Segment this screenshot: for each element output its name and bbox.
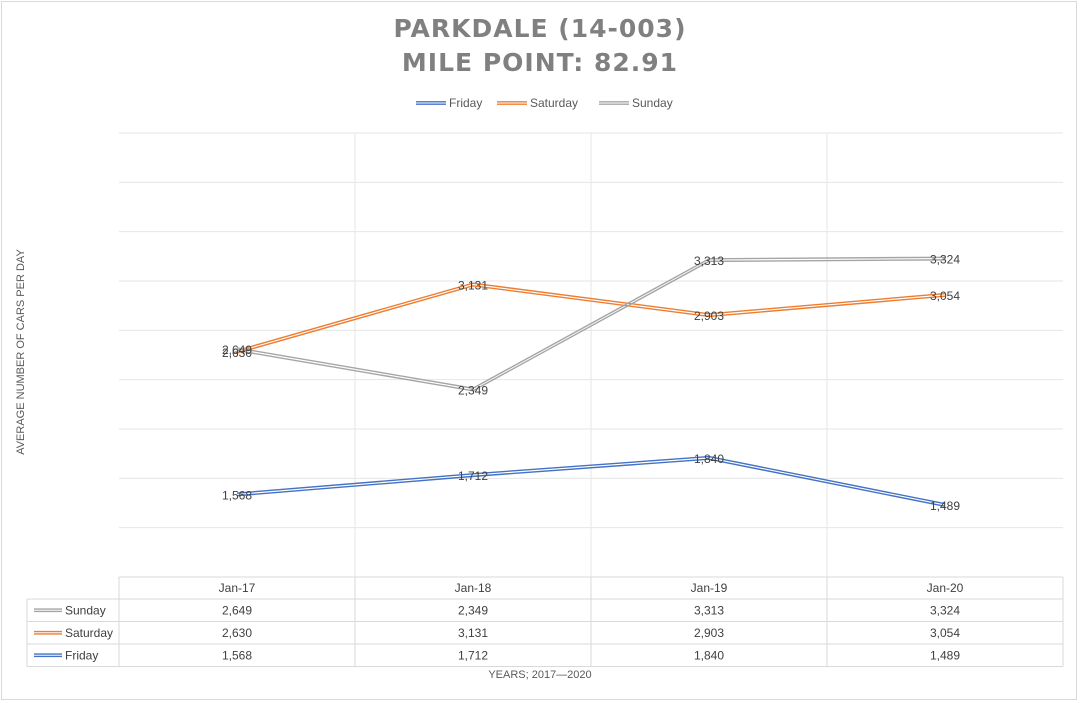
chart-title-line-2: MILE POINT: 82.91 bbox=[401, 48, 679, 77]
series-line-saturday bbox=[236, 285, 946, 354]
data-label-sunday: 3,313 bbox=[694, 254, 724, 268]
legend-label-friday: Friday bbox=[449, 96, 482, 110]
data-label-sunday: 3,324 bbox=[930, 253, 960, 267]
table-cell-friday: 1,840 bbox=[694, 648, 724, 662]
x-tick-label: Jan-20 bbox=[927, 581, 964, 595]
table-cell-friday: 1,712 bbox=[458, 648, 488, 662]
x-tick-label: Jan-18 bbox=[455, 581, 492, 595]
table-cell-sunday: 2,349 bbox=[458, 603, 488, 617]
table-cell-saturday: 3,131 bbox=[458, 626, 488, 640]
x-axis-label: YEARS; 2017—2020 bbox=[488, 669, 592, 681]
table-cell-sunday: 3,313 bbox=[694, 603, 724, 617]
data-label-friday: 1,840 bbox=[694, 452, 724, 466]
data-label-friday: 1,712 bbox=[458, 469, 488, 483]
data-label-friday: 1,489 bbox=[930, 499, 960, 513]
table-cell-sunday: 2,649 bbox=[222, 603, 252, 617]
data-label-saturday: 3,054 bbox=[930, 289, 960, 303]
table-cell-saturday: 3,054 bbox=[930, 626, 960, 640]
data-label-saturday: 2,903 bbox=[694, 309, 724, 323]
data-label-friday: 1,568 bbox=[222, 488, 252, 502]
series-line-friday bbox=[236, 458, 946, 508]
data-label-sunday: 2,649 bbox=[222, 343, 252, 357]
table-cell-saturday: 2,903 bbox=[694, 626, 724, 640]
series-line-friday bbox=[236, 455, 946, 505]
data-label-saturday: 3,131 bbox=[458, 279, 488, 293]
table-row-label-sunday: Sunday bbox=[65, 603, 106, 617]
x-tick-label: Jan-19 bbox=[691, 581, 728, 595]
series-line-saturday bbox=[236, 282, 946, 352]
legend-label-saturday: Saturday bbox=[530, 96, 578, 110]
chart-title-line-1: PARKDALE (14-003) bbox=[393, 14, 687, 43]
table-row-label-friday: Friday bbox=[65, 648, 98, 662]
series-line-sunday bbox=[236, 259, 946, 392]
legend-label-sunday: Sunday bbox=[632, 96, 673, 110]
series-line-sunday bbox=[236, 256, 946, 389]
table-row-label-saturday: Saturday bbox=[65, 626, 113, 640]
table-cell-friday: 1,489 bbox=[930, 648, 960, 662]
table-cell-saturday: 2,630 bbox=[222, 626, 252, 640]
data-label-sunday: 2,349 bbox=[458, 384, 488, 398]
table-cell-friday: 1,568 bbox=[222, 648, 252, 662]
table-cell-sunday: 3,324 bbox=[930, 603, 960, 617]
x-tick-label: Jan-17 bbox=[219, 581, 256, 595]
